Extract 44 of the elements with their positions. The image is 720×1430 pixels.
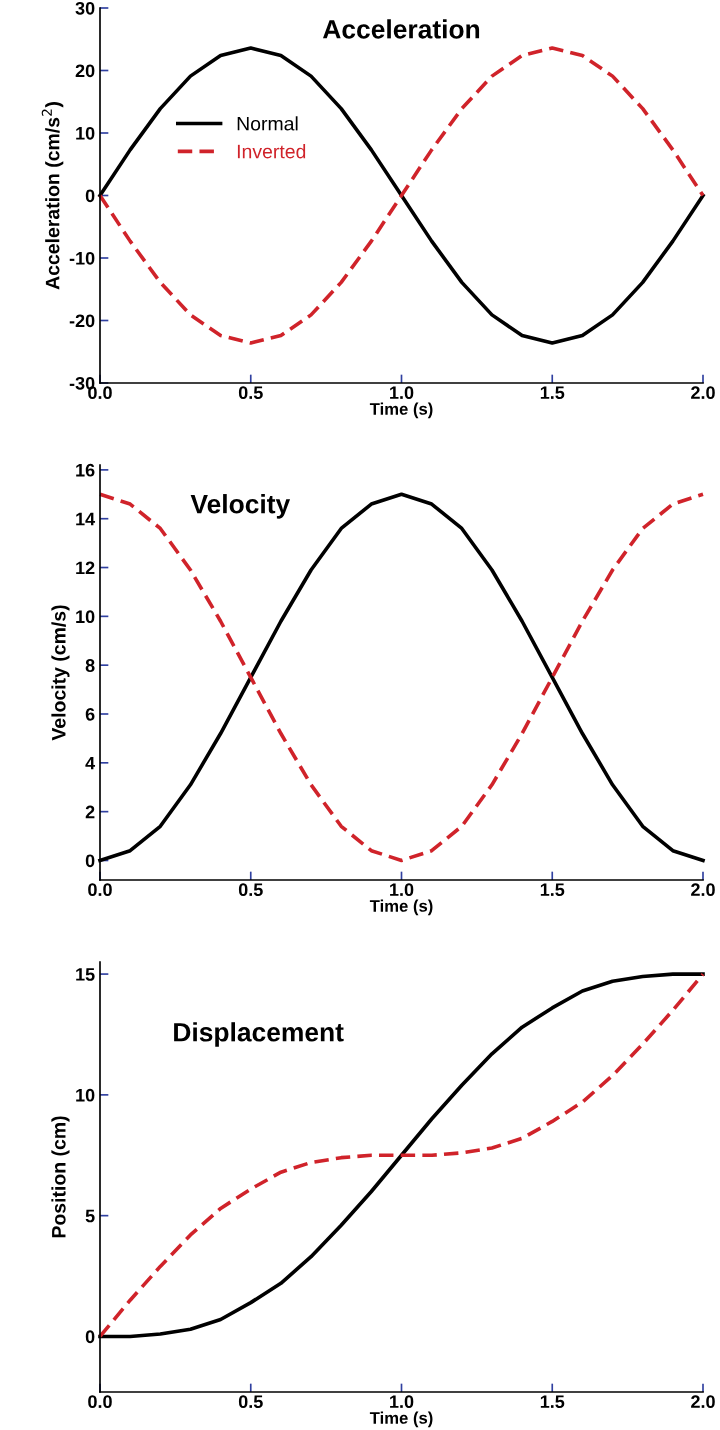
y-axis-title: Velocity (cm/s) [51, 605, 70, 741]
y-axis-title: Acceleration (cm/s$^{2}$) [41, 102, 64, 290]
x-tick-label: 1.5 [540, 386, 565, 400]
y-tick-label: 10 [76, 1088, 95, 1102]
y-tick-label: 5 [85, 1209, 95, 1223]
y-tick-label: 20 [75, 64, 95, 78]
y-tick-label: 15 [76, 968, 95, 981]
x-axis-title: Time (s) [369, 899, 433, 916]
text: Displacement [174, 1022, 344, 1047]
x-tick-label: 0.0 [88, 883, 112, 897]
y-tick-label: 12 [76, 561, 95, 575]
x-tick-label: 2.0 [691, 386, 715, 400]
y-tick-label: -10 [69, 251, 95, 265]
x-tick-label: 0.5 [238, 1395, 263, 1409]
legend-label: Normal [237, 116, 298, 131]
x-tick-label: 2.0 [691, 883, 715, 897]
y-tick-label: 6 [85, 707, 95, 721]
y-tick-label: 14 [76, 512, 96, 526]
y-tick-label: 0 [85, 854, 95, 868]
y-tick-label: 0 [85, 1330, 95, 1344]
x-axis-title: Time (s) [369, 402, 433, 419]
legend-label: Inverted [237, 144, 306, 159]
x-tick-label: 1.0 [390, 386, 414, 400]
x-tick-label: 1.5 [540, 1395, 565, 1409]
y-tick-label: 30 [75, 1, 95, 15]
y-tick-label: 0 [85, 189, 95, 203]
x-tick-label: 0.5 [238, 386, 263, 400]
y-tick-label: 10 [76, 610, 95, 624]
x-tick-label: 0.0 [88, 1395, 112, 1409]
chart-title: Acceleration [322, 19, 480, 39]
x-tick-label: 2.0 [691, 1395, 715, 1409]
y-tick-label: 16 [76, 463, 95, 477]
y-tick-label: 8 [85, 659, 95, 672]
y-tick-label: 2 [85, 805, 95, 819]
y-tick-label: 10 [76, 126, 95, 140]
x-tick-label: 1.0 [390, 1395, 414, 1409]
y-axis-title: Position (cm) [51, 1116, 70, 1238]
y-tick-label: -20 [69, 314, 95, 328]
x-tick-label: 1.5 [540, 883, 565, 897]
x-tick-label: 1.0 [390, 883, 414, 897]
y-tick-label: 4 [85, 756, 96, 770]
text: Velocity [190, 494, 291, 519]
x-axis-title: Time (s) [369, 1411, 433, 1428]
x-tick-label: 0.5 [238, 883, 263, 897]
